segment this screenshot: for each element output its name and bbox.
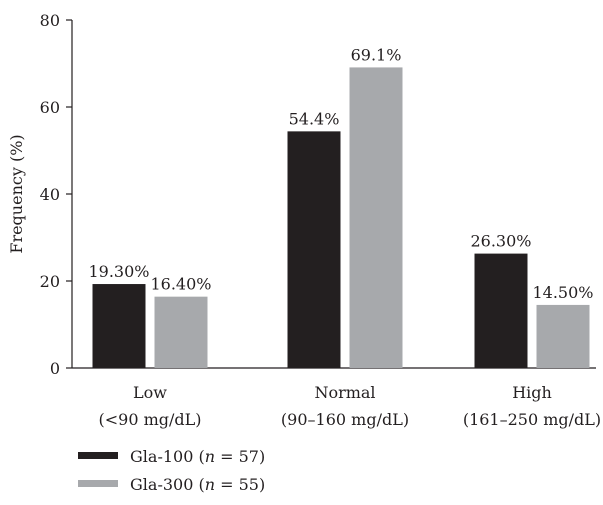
y-tick-label: 20 <box>40 272 60 291</box>
y-tick-label: 0 <box>50 359 60 378</box>
data-label: 14.50% <box>532 283 593 302</box>
data-label: 69.1% <box>351 45 402 64</box>
bars <box>92 67 590 368</box>
y-ticks: 0 20 40 60 80 <box>40 11 72 378</box>
data-label: 16.40% <box>150 275 211 294</box>
data-label: 26.30% <box>470 232 531 251</box>
y-tick-label: 40 <box>40 185 60 204</box>
y-tick-label: 60 <box>40 98 60 117</box>
legend-label: Gla-100 (n = 57) <box>130 447 265 466</box>
bar-gla-100-2 <box>474 253 528 368</box>
legend-swatch <box>78 480 118 487</box>
category-sublabel: (<90 mg/dL) <box>98 410 201 429</box>
data-label: 19.30% <box>88 262 149 281</box>
legend: Gla-100 (n = 57) Gla-300 (n = 55) <box>78 447 265 494</box>
bar-gla-300-2 <box>536 304 590 368</box>
category-labels: Low (<90 mg/dL) Normal (90–160 mg/dL) High (1… <box>98 383 601 429</box>
category-label: Normal <box>314 383 375 402</box>
bar-gla-300-0 <box>154 296 208 368</box>
bar-gla-100-0 <box>92 284 146 368</box>
category-sublabel: (90–160 mg/dL) <box>281 410 409 429</box>
bar-gla-100-1 <box>287 131 341 368</box>
y-axis-title: Frequency (%) <box>7 134 26 253</box>
legend-label: Gla-300 (n = 55) <box>130 475 265 494</box>
category-label: High <box>512 383 552 402</box>
data-labels: 19.30% 54.4% 26.30% 16.40% 69.1% 14.50% <box>88 45 593 302</box>
y-tick-label: 80 <box>40 11 60 30</box>
legend-swatch <box>78 452 118 459</box>
category-label: Low <box>133 383 167 402</box>
category-sublabel: (161–250 mg/dL) <box>463 410 601 429</box>
bar-gla-300-1 <box>349 67 403 368</box>
data-label: 54.4% <box>289 109 340 128</box>
